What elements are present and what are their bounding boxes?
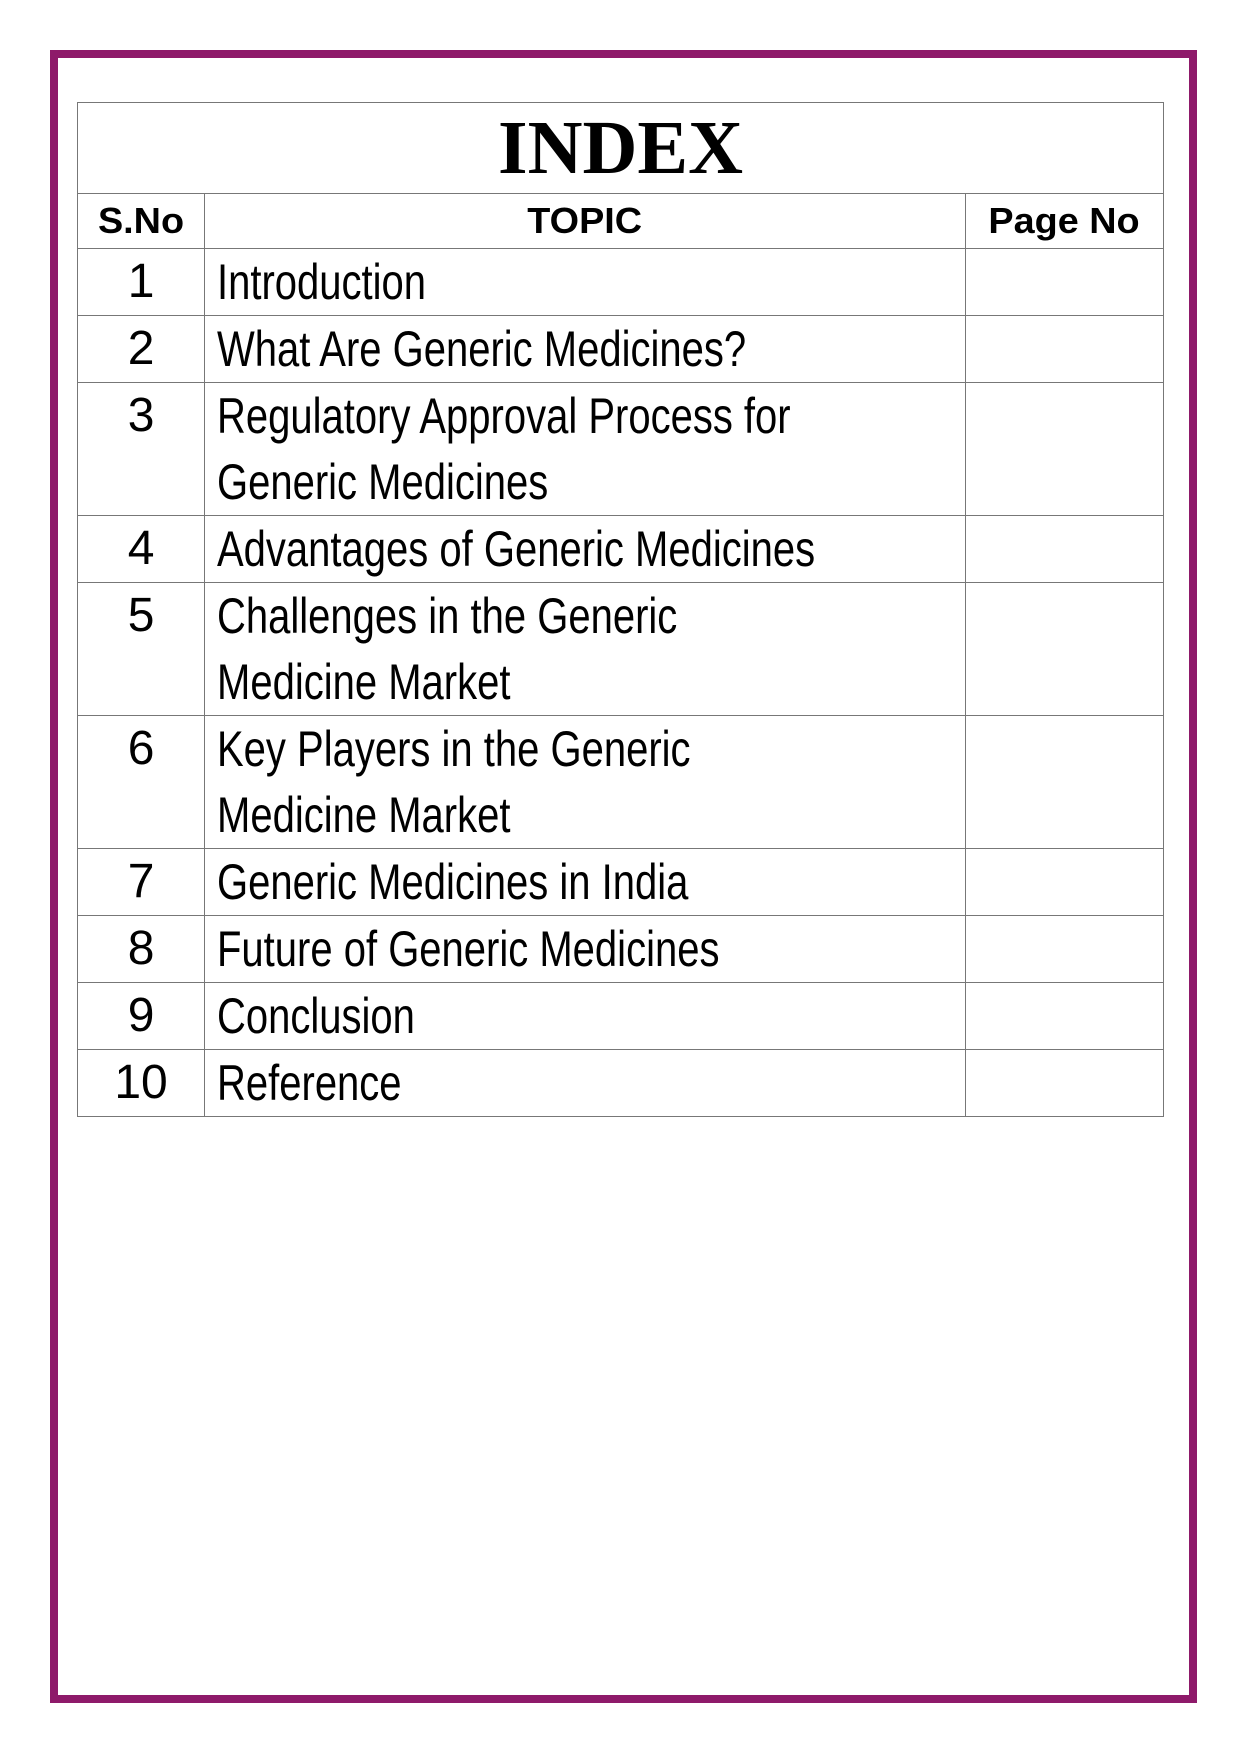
table-row: 8 Future of Generic Medicines bbox=[76, 915, 1165, 983]
row-topic: Key Players in the Generic Medicine Marke… bbox=[204, 715, 966, 849]
row-sno: 10 bbox=[76, 1049, 206, 1117]
row-topic: Conclusion bbox=[204, 982, 966, 1050]
topic-line: Reference bbox=[217, 1055, 402, 1111]
index-title: INDEX bbox=[77, 102, 1164, 194]
row-sno: 4 bbox=[76, 515, 206, 583]
table-row: 6 Key Players in the Generic Medicine Mark… bbox=[76, 715, 1165, 849]
header-page-no: Page No bbox=[964, 193, 1165, 249]
topic-line: Advantages of Generic Medicines bbox=[217, 521, 816, 577]
topic-line: Medicine Market bbox=[217, 654, 511, 710]
row-sno: 8 bbox=[76, 915, 206, 983]
row-topic: Regulatory Approval Process for Generic M… bbox=[204, 382, 966, 516]
row-topic: Generic Medicines in India bbox=[204, 848, 966, 916]
row-topic: Future of Generic Medicines bbox=[204, 915, 966, 983]
row-topic: Advantages of Generic Medicines bbox=[204, 515, 966, 583]
table-row: 7 Generic Medicines in India bbox=[76, 848, 1165, 916]
topic-line: Medicine Market bbox=[217, 787, 511, 843]
row-page-no bbox=[964, 315, 1165, 383]
row-sno: 1 bbox=[76, 248, 206, 316]
table-row: 1 Introduction bbox=[76, 248, 1165, 316]
row-sno: 2 bbox=[76, 315, 206, 383]
row-sno: 7 bbox=[76, 848, 206, 916]
row-page-no bbox=[964, 1049, 1165, 1117]
topic-line: Regulatory Approval Process for bbox=[217, 388, 791, 444]
row-topic: What Are Generic Medicines? bbox=[204, 315, 966, 383]
row-page-no bbox=[964, 582, 1165, 716]
row-page-no bbox=[964, 848, 1165, 916]
topic-line: Conclusion bbox=[217, 988, 416, 1044]
table-row: 2 What Are Generic Medicines? bbox=[76, 315, 1165, 383]
row-page-no bbox=[964, 915, 1165, 983]
row-sno: 6 bbox=[76, 715, 206, 849]
topic-line: Generic Medicines bbox=[217, 454, 549, 510]
row-page-no bbox=[964, 382, 1165, 516]
row-page-no bbox=[964, 982, 1165, 1050]
table-row: 5 Challenges in the Generic Medicine Marke… bbox=[76, 582, 1165, 716]
topic-line: Generic Medicines in India bbox=[217, 854, 689, 910]
row-page-no bbox=[964, 715, 1165, 849]
row-topic: Challenges in the Generic Medicine Market bbox=[204, 582, 966, 716]
topic-line: What Are Generic Medicines? bbox=[217, 321, 747, 377]
row-page-no bbox=[964, 248, 1165, 316]
row-sno: 5 bbox=[76, 582, 206, 716]
row-topic: Introduction bbox=[204, 248, 966, 316]
table-row: 9 Conclusion bbox=[76, 982, 1165, 1050]
topic-line: Challenges in the Generic bbox=[217, 588, 678, 644]
table-row: 4 Advantages of Generic Medicines bbox=[76, 515, 1165, 583]
topic-line: Introduction bbox=[217, 254, 427, 310]
table-row: 10 Reference bbox=[76, 1049, 1165, 1117]
row-topic: Reference bbox=[204, 1049, 966, 1117]
row-page-no bbox=[964, 515, 1165, 583]
header-sno: S.No bbox=[76, 193, 206, 249]
header-row: S.No TOPIC Page No bbox=[76, 193, 1165, 249]
index-table: INDEX S.No TOPIC Page No 1 Introduction 2 W… bbox=[76, 102, 1165, 1117]
row-sno: 3 bbox=[76, 382, 206, 516]
topic-line: Key Players in the Generic bbox=[217, 721, 691, 777]
table-row: 3 Regulatory Approval Process for Generic … bbox=[76, 382, 1165, 516]
row-sno: 9 bbox=[76, 982, 206, 1050]
topic-line: Future of Generic Medicines bbox=[217, 921, 720, 977]
header-topic: TOPIC bbox=[204, 193, 966, 249]
page-border bbox=[50, 50, 1197, 1703]
